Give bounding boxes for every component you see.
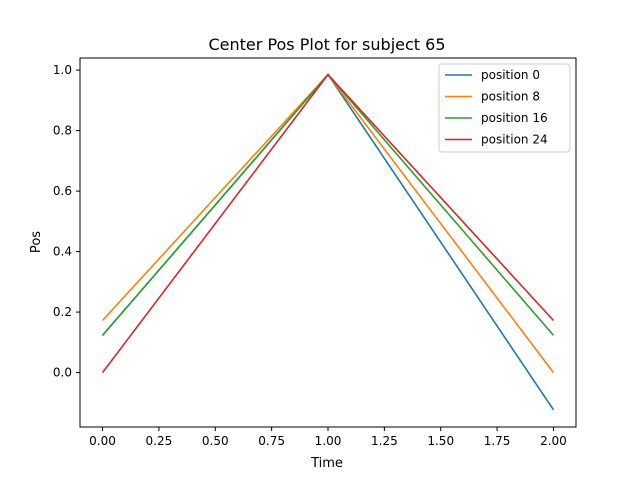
series-layer <box>101 73 555 411</box>
y-tick-label: 0.8 <box>53 124 72 138</box>
y-tick-label: 0.4 <box>53 245 72 259</box>
x-tick-label: 1.00 <box>315 434 342 448</box>
x-tick-label: 2.00 <box>540 434 567 448</box>
y-tick-label: 1.0 <box>53 63 72 77</box>
y-axis-label: Pos <box>29 231 44 253</box>
legend-label-2: position 16 <box>481 111 548 125</box>
x-axis: 0.00 0.25 0.50 0.75 1.00 1.25 1.50 1.75 2.00 <box>89 427 567 448</box>
x-tick-label: 0.00 <box>89 434 116 448</box>
x-tick-label: 1.50 <box>427 434 454 448</box>
y-tick-label: 0.6 <box>53 184 72 198</box>
y-axis: 0.0 0.2 0.4 0.6 0.8 1.0 <box>53 63 80 380</box>
series-line-3 <box>101 73 555 374</box>
y-tick-label: 0.0 <box>53 366 72 380</box>
x-tick-label: 0.75 <box>258 434 285 448</box>
x-tick-label: 0.25 <box>146 434 173 448</box>
chart-title: Center Pos Plot for subject 65 <box>209 35 446 54</box>
x-tick-label: 1.25 <box>371 434 398 448</box>
legend-label-1: position 8 <box>481 90 540 104</box>
y-tick-label: 0.2 <box>53 305 72 319</box>
legend-box <box>438 63 571 153</box>
legend-label-0: position 0 <box>481 68 540 82</box>
legend: position 0 position 8 position 16 positi… <box>438 63 571 153</box>
x-tick-label: 0.50 <box>202 434 229 448</box>
x-axis-label: Time <box>310 456 343 471</box>
x-tick-label: 1.75 <box>484 434 511 448</box>
legend-label-3: position 24 <box>481 133 548 147</box>
